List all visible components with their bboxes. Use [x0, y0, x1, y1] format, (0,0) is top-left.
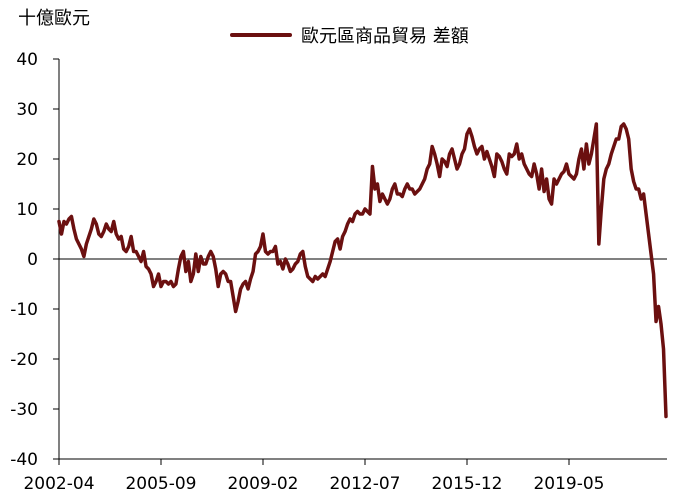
y-tick-label: -30 — [10, 400, 38, 420]
x-tick-label: 2009-02 — [227, 474, 298, 494]
legend: 歐元區商品貿易 差額 — [230, 26, 469, 47]
x-tick-label: 2012-07 — [329, 474, 400, 494]
y-tick-label: -20 — [10, 350, 38, 370]
y-tick-label: 10 — [16, 200, 38, 220]
y-tick-label: 20 — [16, 150, 38, 170]
y-tick-label: -10 — [10, 300, 38, 320]
y-tick-label: 30 — [16, 100, 38, 120]
series-line — [57, 122, 668, 419]
y-tick-label: 40 — [16, 50, 38, 70]
y-tick-label: 0 — [27, 250, 38, 270]
x-axis: 2002-04 2005-09 2009-02 2012-07 2015-12 2019-… — [23, 458, 667, 494]
y-tick-label: -40 — [10, 450, 38, 470]
y-axis: 40 30 20 10 0 -10 -20 -30 -40 — [10, 50, 60, 470]
x-tick-label: 2005-09 — [125, 474, 196, 494]
plot-area — [57, 122, 668, 419]
legend-label: 歐元區商品貿易 差額 — [301, 26, 469, 47]
x-tick-label: 2015-12 — [431, 474, 502, 494]
x-tick-label: 2002-04 — [23, 474, 94, 494]
x-tick-label: 2019-05 — [533, 474, 604, 494]
y-unit-label: 十億歐元 — [18, 8, 90, 29]
